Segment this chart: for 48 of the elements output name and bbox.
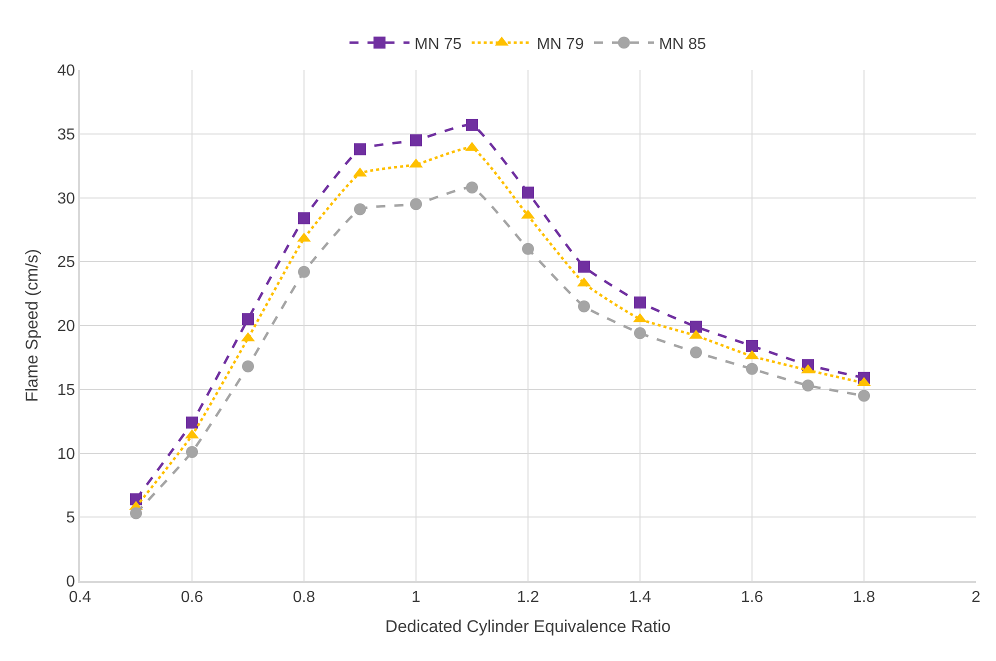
point [298, 212, 310, 224]
y-tick-label: 30 [57, 190, 76, 208]
legend-label: MN 79 [536, 36, 584, 53]
point [186, 416, 198, 429]
point [410, 198, 422, 210]
point [354, 203, 366, 216]
point [186, 446, 198, 458]
point [746, 362, 758, 375]
y-axis-title: Flame Speed (cm/s) [22, 248, 42, 402]
legend-label: MN 75 [414, 36, 462, 53]
x-tick-label: 1 [412, 588, 421, 606]
point [634, 296, 646, 309]
x-tick-label: 0.6 [180, 588, 204, 606]
point [242, 360, 254, 372]
y-tick-label: 25 [57, 254, 76, 272]
point [522, 242, 534, 255]
y-tick-label: 40 [57, 62, 76, 80]
x-tick-label: 0.8 [292, 588, 316, 606]
x-tick-label: 2 [972, 588, 981, 606]
y-tick-label: 20 [57, 318, 76, 336]
y-tick-label: 35 [57, 126, 76, 144]
point [298, 266, 310, 278]
point [858, 390, 870, 402]
x-axis-title: Dedicated Cylinder Equivalence Ratio [385, 616, 671, 636]
point [578, 300, 590, 312]
point [578, 260, 590, 273]
y-tick-label: 10 [57, 446, 76, 463]
legend-label: MN 85 [658, 36, 706, 53]
point [130, 507, 142, 520]
x-tick-label: 1.4 [628, 588, 652, 606]
point [466, 182, 478, 194]
point [522, 186, 534, 199]
x-tick-label: 1.8 [852, 588, 876, 606]
point [354, 143, 366, 156]
point [746, 340, 758, 352]
point [242, 313, 254, 326]
y-tick-label: 0 [66, 574, 76, 591]
point [690, 346, 702, 358]
point [466, 118, 478, 131]
x-tick-label: 1.6 [740, 588, 764, 606]
point [410, 134, 422, 146]
point [634, 327, 646, 340]
x-tick-label: 1.2 [516, 588, 540, 606]
y-tick-label: 5 [66, 510, 76, 527]
y-tick-label: 15 [57, 382, 76, 399]
point [802, 380, 814, 392]
x-tick-label: 0.4 [68, 588, 92, 606]
point [690, 320, 702, 333]
